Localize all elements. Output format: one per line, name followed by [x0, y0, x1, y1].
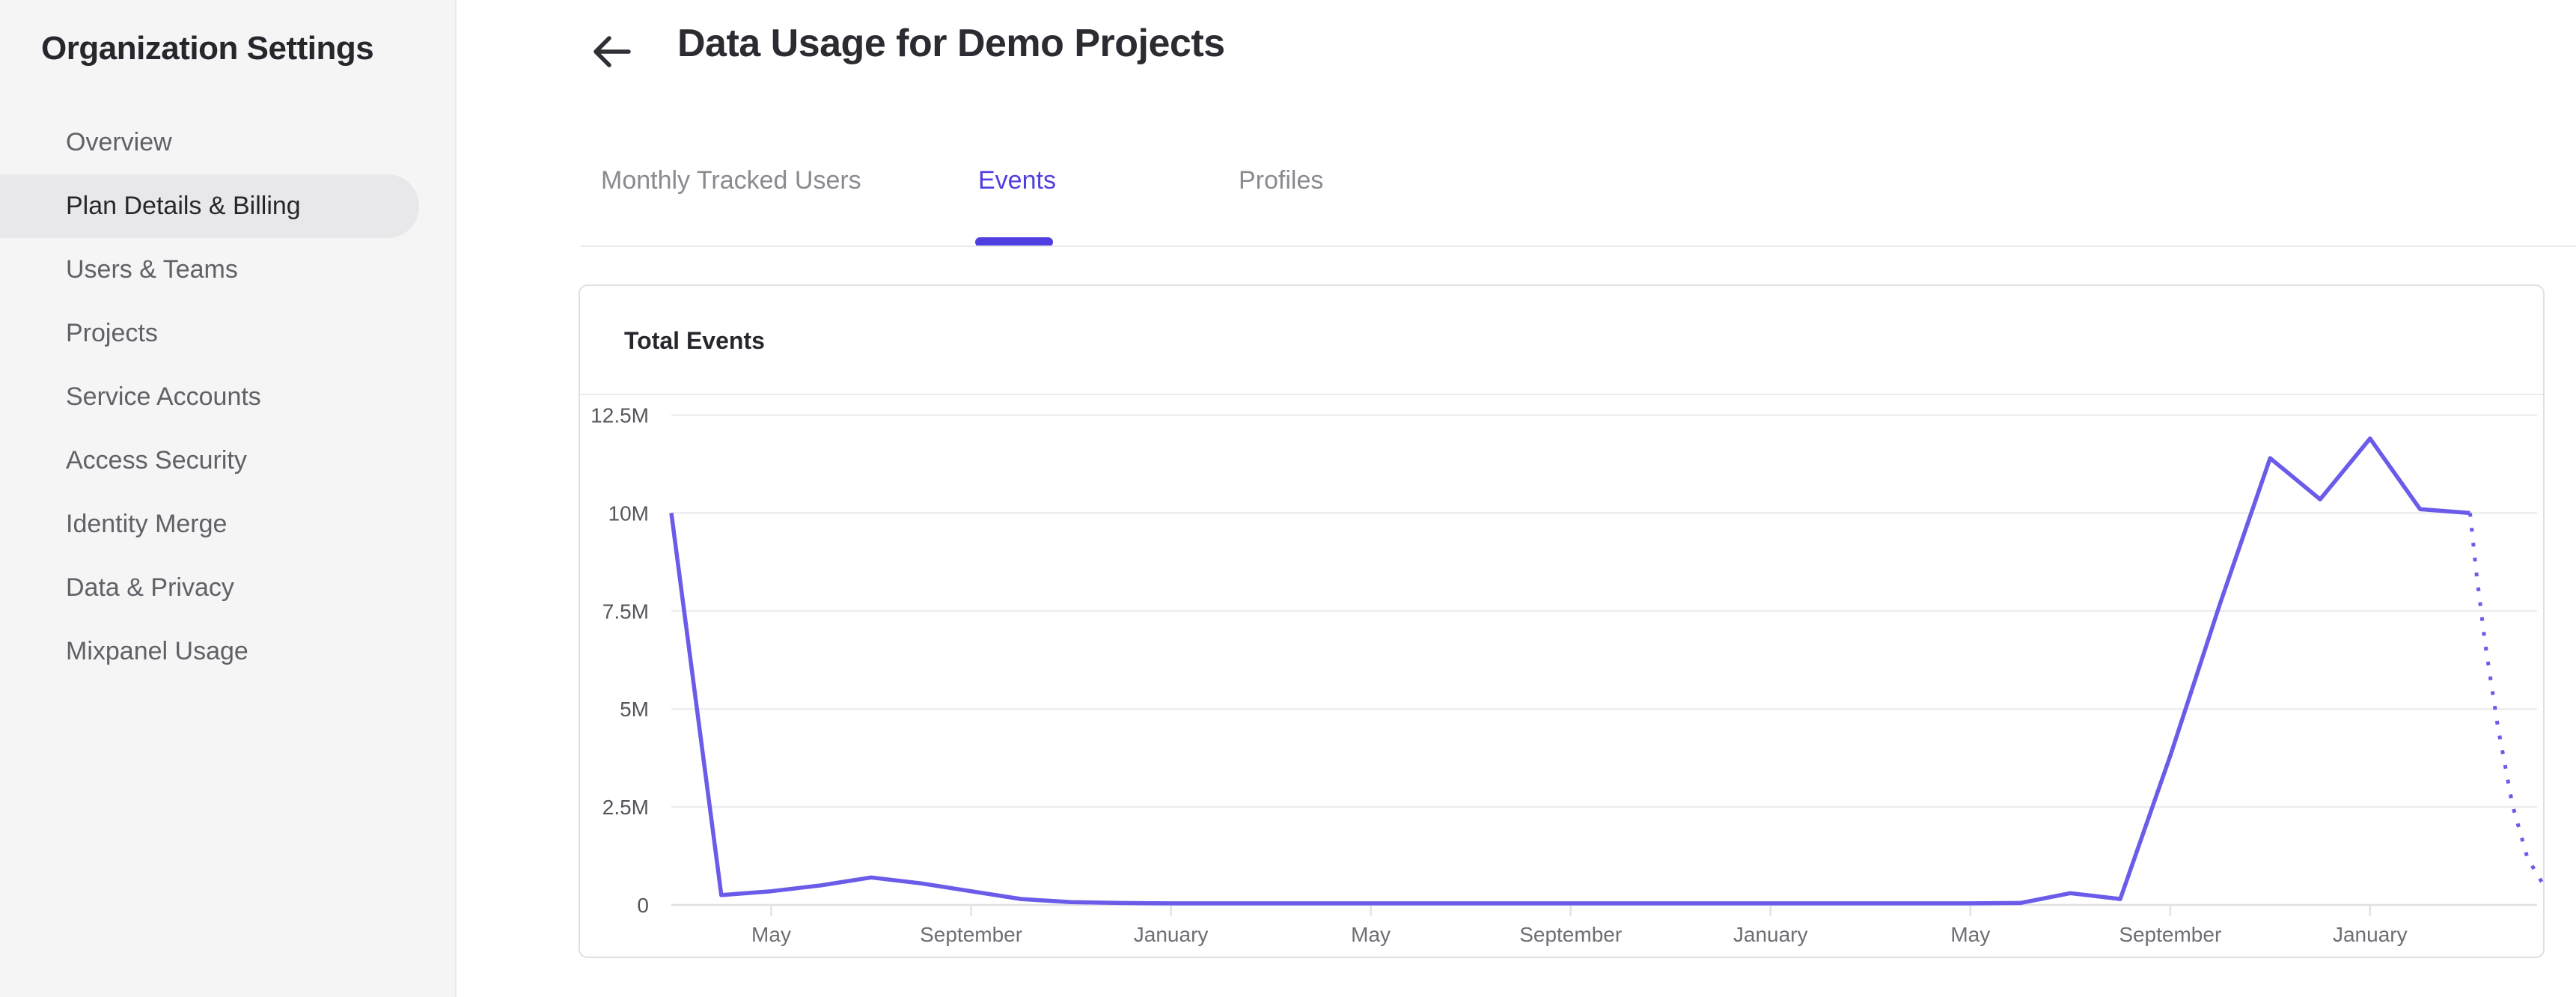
- sidebar-item-overview[interactable]: Overview: [66, 128, 172, 156]
- sidebar-item-identity-merge[interactable]: Identity Merge: [66, 510, 228, 538]
- sidebar-item-service-accounts[interactable]: Service Accounts: [66, 382, 261, 411]
- sidebar-item-plan-details-billing[interactable]: Plan Details & Billing: [0, 174, 419, 238]
- card-title: Total Events: [624, 327, 765, 354]
- sidebar-item-data-privacy[interactable]: Data & Privacy: [66, 573, 234, 602]
- tab-events[interactable]: Events: [978, 166, 1056, 195]
- sidebar-item-access-security[interactable]: Access Security: [66, 446, 247, 475]
- card-header: Total Events: [580, 286, 2543, 395]
- active-tab-underline: [975, 237, 1053, 247]
- y-axis-label: 2.5M: [602, 796, 649, 819]
- sidebar-item-projects[interactable]: Projects: [66, 319, 158, 347]
- tab-monthly-tracked-users[interactable]: Monthly Tracked Users: [601, 166, 861, 195]
- y-axis-label: 10M: [608, 501, 649, 525]
- y-axis-label: 12.5M: [590, 404, 649, 427]
- total-events-card: Total Events 12.5M 10M 7.5M 5M 2.5M 0 May Septe…: [579, 284, 2547, 958]
- page-title: Data Usage for Demo Projects: [677, 22, 1225, 65]
- x-axis-label: May: [1950, 923, 1990, 946]
- x-axis-label: September: [2119, 923, 2221, 946]
- x-axis-label: September: [920, 923, 1022, 946]
- x-axis-label: January: [1134, 923, 1209, 946]
- x-axis-label: January: [1733, 923, 1808, 946]
- events-series-line: [669, 436, 2470, 906]
- y-axis-label: 5M: [620, 698, 649, 721]
- tabs-bottom-border: [581, 246, 2576, 247]
- projected-series-dotted-line: [2467, 513, 2547, 888]
- x-axis-label: May: [1351, 923, 1391, 946]
- chart-area: 12.5M 10M 7.5M 5M 2.5M 0 May September January Ma…: [580, 397, 2547, 957]
- settings-sidebar: Organization Settings Overview Plan Deta…: [0, 0, 457, 997]
- x-axis-label: May: [751, 923, 791, 946]
- x-axis-label: January: [2333, 923, 2408, 946]
- y-axis-label: 7.5M: [602, 600, 649, 623]
- arrow-left-icon: [593, 36, 631, 67]
- x-axis-label: September: [1519, 923, 1622, 946]
- tab-profiles[interactable]: Profiles: [1239, 166, 1324, 195]
- events-usage-line-chart: 12.5M 10M 7.5M 5M 2.5M 0 May September January Ma…: [590, 404, 2547, 946]
- sidebar-item-mixpanel-usage[interactable]: Mixpanel Usage: [66, 637, 248, 665]
- back-button[interactable]: [588, 28, 635, 75]
- y-axis-label: 0: [637, 894, 649, 917]
- sidebar-nav: Overview Plan Details & Billing Users & …: [0, 111, 457, 683]
- sidebar-title: Organization Settings: [41, 30, 374, 67]
- sidebar-item-users-teams[interactable]: Users & Teams: [66, 255, 238, 284]
